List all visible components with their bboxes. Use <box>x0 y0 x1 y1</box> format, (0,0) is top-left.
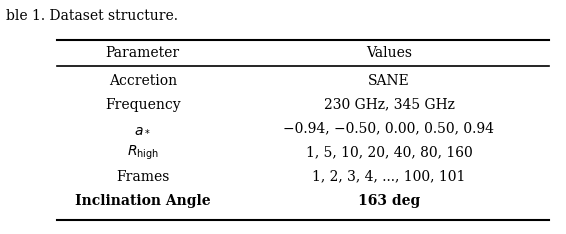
Text: $R_\mathrm{high}$: $R_\mathrm{high}$ <box>127 143 159 162</box>
Text: Inclination Angle: Inclination Angle <box>75 194 211 208</box>
Text: Accretion: Accretion <box>109 74 177 88</box>
Text: $a_*$: $a_*$ <box>134 122 151 136</box>
Text: Values: Values <box>366 46 412 60</box>
Text: Parameter: Parameter <box>106 46 180 60</box>
Text: SANE: SANE <box>368 74 410 88</box>
Text: −0.94, −0.50, 0.00, 0.50, 0.94: −0.94, −0.50, 0.00, 0.50, 0.94 <box>284 122 495 136</box>
Text: ble 1. Dataset structure.: ble 1. Dataset structure. <box>6 9 178 23</box>
Text: 230 GHz, 345 GHz: 230 GHz, 345 GHz <box>324 98 454 112</box>
Text: 1, 5, 10, 20, 40, 80, 160: 1, 5, 10, 20, 40, 80, 160 <box>306 146 473 160</box>
Text: Frequency: Frequency <box>105 98 181 112</box>
Text: Frames: Frames <box>116 170 169 184</box>
Text: 1, 2, 3, 4, ..., 100, 101: 1, 2, 3, 4, ..., 100, 101 <box>312 170 466 184</box>
Text: 163 deg: 163 deg <box>358 194 420 208</box>
